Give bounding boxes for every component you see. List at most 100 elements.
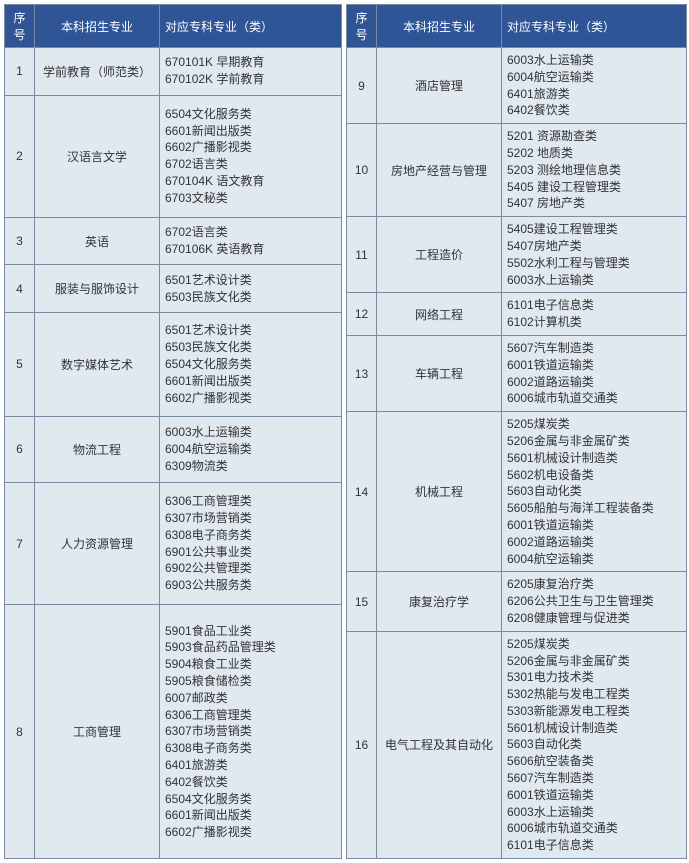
- cell-spec: 5205煤炭类5206金属与非金属矿类5601机械设计制造类5602机电设备类5…: [502, 412, 687, 572]
- spec-line: 5601机械设计制造类: [507, 720, 681, 737]
- cell-spec: 6205康复治疗类6206公共卫生与卫生管理类6208健康管理与促进类: [502, 572, 687, 631]
- cell-spec: 6702语言类670106K 英语教育: [160, 217, 342, 265]
- cell-major: 电气工程及其自动化: [377, 631, 502, 858]
- spec-line: 6001铁道运输类: [507, 357, 681, 374]
- cell-spec: 6003水上运输类6004航空运输类6401旅游类6402餐饮类: [502, 48, 687, 124]
- spec-line: 6903公共服务类: [165, 577, 336, 594]
- table-left: 序号 本科招生专业 对应专科专业（类） 1学前教育（师范类）670101K 早期…: [4, 4, 342, 859]
- spec-line: 5302热能与发电工程类: [507, 686, 681, 703]
- header-major: 本科招生专业: [377, 5, 502, 48]
- spec-line: 6309物流类: [165, 458, 336, 475]
- header-spec: 对应专科专业（类）: [160, 5, 342, 48]
- spec-line: 6504文化服务类: [165, 791, 336, 808]
- cell-major: 汉语言文学: [35, 95, 160, 217]
- spec-line: 5903食品药品管理类: [165, 639, 336, 656]
- header-spec: 对应专科专业（类）: [502, 5, 687, 48]
- spec-line: 6503民族文化类: [165, 289, 336, 306]
- spec-line: 5206金属与非金属矿类: [507, 433, 681, 450]
- spec-line: 6003水上运输类: [507, 804, 681, 821]
- spec-line: 670106K 英语教育: [165, 241, 336, 258]
- header-major: 本科招生专业: [35, 5, 160, 48]
- table-row: 11工程造价5405建设工程管理类5407房地产类5502水利工程与管理类600…: [347, 217, 687, 293]
- table-row: 15康复治疗学6205康复治疗类6206公共卫生与卫生管理类6208健康管理与促…: [347, 572, 687, 631]
- spec-line: 670104K 语文教育: [165, 173, 336, 190]
- cell-idx: 5: [5, 312, 35, 416]
- cell-major: 英语: [35, 217, 160, 265]
- spec-line: 6901公共事业类: [165, 544, 336, 561]
- spec-line: 5407 房地产类: [507, 195, 681, 212]
- spec-line: 6102计算机类: [507, 314, 681, 331]
- cell-major: 服装与服饰设计: [35, 265, 160, 313]
- spec-line: 6501艺术设计类: [165, 322, 336, 339]
- table-row: 1学前教育（师范类）670101K 早期教育670102K 学前教育: [5, 48, 342, 96]
- cell-major: 房地产经营与管理: [377, 124, 502, 217]
- cell-idx: 12: [347, 293, 377, 336]
- spec-line: 6004航空运输类: [507, 69, 681, 86]
- spec-line: 6307市场营销类: [165, 723, 336, 740]
- spec-line: 5905粮食储检类: [165, 673, 336, 690]
- cell-idx: 16: [347, 631, 377, 858]
- spec-line: 6702语言类: [165, 156, 336, 173]
- spec-line: 6602广播影视类: [165, 139, 336, 156]
- header-idx: 序号: [5, 5, 35, 48]
- spec-line: 6003水上运输类: [165, 424, 336, 441]
- cell-major: 网络工程: [377, 293, 502, 336]
- cell-spec: 6306工商管理类6307市场营销类6308电子商务类6901公共事业类6902…: [160, 482, 342, 604]
- spec-line: 6601新闻出版类: [165, 373, 336, 390]
- spec-line: 6006城市轨道交通类: [507, 390, 681, 407]
- spec-line: 6306工商管理类: [165, 493, 336, 510]
- spec-line: 6308电子商务类: [165, 527, 336, 544]
- spec-line: 6402餐饮类: [507, 102, 681, 119]
- spec-line: 670102K 学前教育: [165, 71, 336, 88]
- spec-line: 5405 建设工程管理类: [507, 179, 681, 196]
- cell-spec: 6501艺术设计类6503民族文化类: [160, 265, 342, 313]
- table-row: 5数字媒体艺术6501艺术设计类6503民族文化类6504文化服务类6601新闻…: [5, 312, 342, 416]
- spec-line: 5602机电设备类: [507, 467, 681, 484]
- cell-idx: 14: [347, 412, 377, 572]
- spec-line: 6401旅游类: [165, 757, 336, 774]
- spec-line: 6101电子信息类: [507, 297, 681, 314]
- spec-line: 6703文秘类: [165, 190, 336, 207]
- spec-line: 5901食品工业类: [165, 623, 336, 640]
- table-row: 12网络工程 6101电子信息类6102计算机类: [347, 293, 687, 336]
- spec-line: 6001铁道运输类: [507, 517, 681, 534]
- spec-line: 5407房地产类: [507, 238, 681, 255]
- cell-idx: 9: [347, 48, 377, 124]
- cell-major: 机械工程: [377, 412, 502, 572]
- spec-line: 5202 地质类: [507, 145, 681, 162]
- spec-line: 6306工商管理类: [165, 707, 336, 724]
- cell-idx: 1: [5, 48, 35, 96]
- spec-line: 5601机械设计制造类: [507, 450, 681, 467]
- spec-line: 5405建设工程管理类: [507, 221, 681, 238]
- table-row: 3英语6702语言类670106K 英语教育: [5, 217, 342, 265]
- cell-spec: 5607汽车制造类6001铁道运输类6002道路运输类6006城市轨道交通类: [502, 335, 687, 411]
- cell-idx: 11: [347, 217, 377, 293]
- spec-line: 5607汽车制造类: [507, 770, 681, 787]
- cell-spec: 670101K 早期教育670102K 学前教育: [160, 48, 342, 96]
- header-idx: 序号: [347, 5, 377, 48]
- spec-line: 6402餐饮类: [165, 774, 336, 791]
- cell-idx: 3: [5, 217, 35, 265]
- cell-major: 酒店管理: [377, 48, 502, 124]
- spec-line: 5205煤炭类: [507, 636, 681, 653]
- header-row: 序号 本科招生专业 对应专科专业（类）: [347, 5, 687, 48]
- spec-line: 6205康复治疗类: [507, 576, 681, 593]
- cell-major: 工商管理: [35, 605, 160, 859]
- spec-line: 6702语言类: [165, 224, 336, 241]
- spec-line: 6003水上运输类: [507, 272, 681, 289]
- spec-line: 6001铁道运输类: [507, 787, 681, 804]
- spec-line: 5206金属与非金属矿类: [507, 653, 681, 670]
- spec-line: 5203 测绘地理信息类: [507, 162, 681, 179]
- spec-line: 5605船舶与海洋工程装备类: [507, 500, 681, 517]
- spec-line: 5603自动化类: [507, 483, 681, 500]
- spec-line: 6307市场营销类: [165, 510, 336, 527]
- spec-line: 6501艺术设计类: [165, 272, 336, 289]
- spec-line: 6006城市轨道交通类: [507, 820, 681, 837]
- table-right: 序号 本科招生专业 对应专科专业（类） 9酒店管理6003水上运输类6004航空…: [346, 4, 687, 859]
- spec-line: 5201 资源勘查类: [507, 128, 681, 145]
- spec-line: 670101K 早期教育: [165, 54, 336, 71]
- spec-line: 5205煤炭类: [507, 416, 681, 433]
- spec-line: 5607汽车制造类: [507, 340, 681, 357]
- spec-line: 6002道路运输类: [507, 374, 681, 391]
- cell-major: 康复治疗学: [377, 572, 502, 631]
